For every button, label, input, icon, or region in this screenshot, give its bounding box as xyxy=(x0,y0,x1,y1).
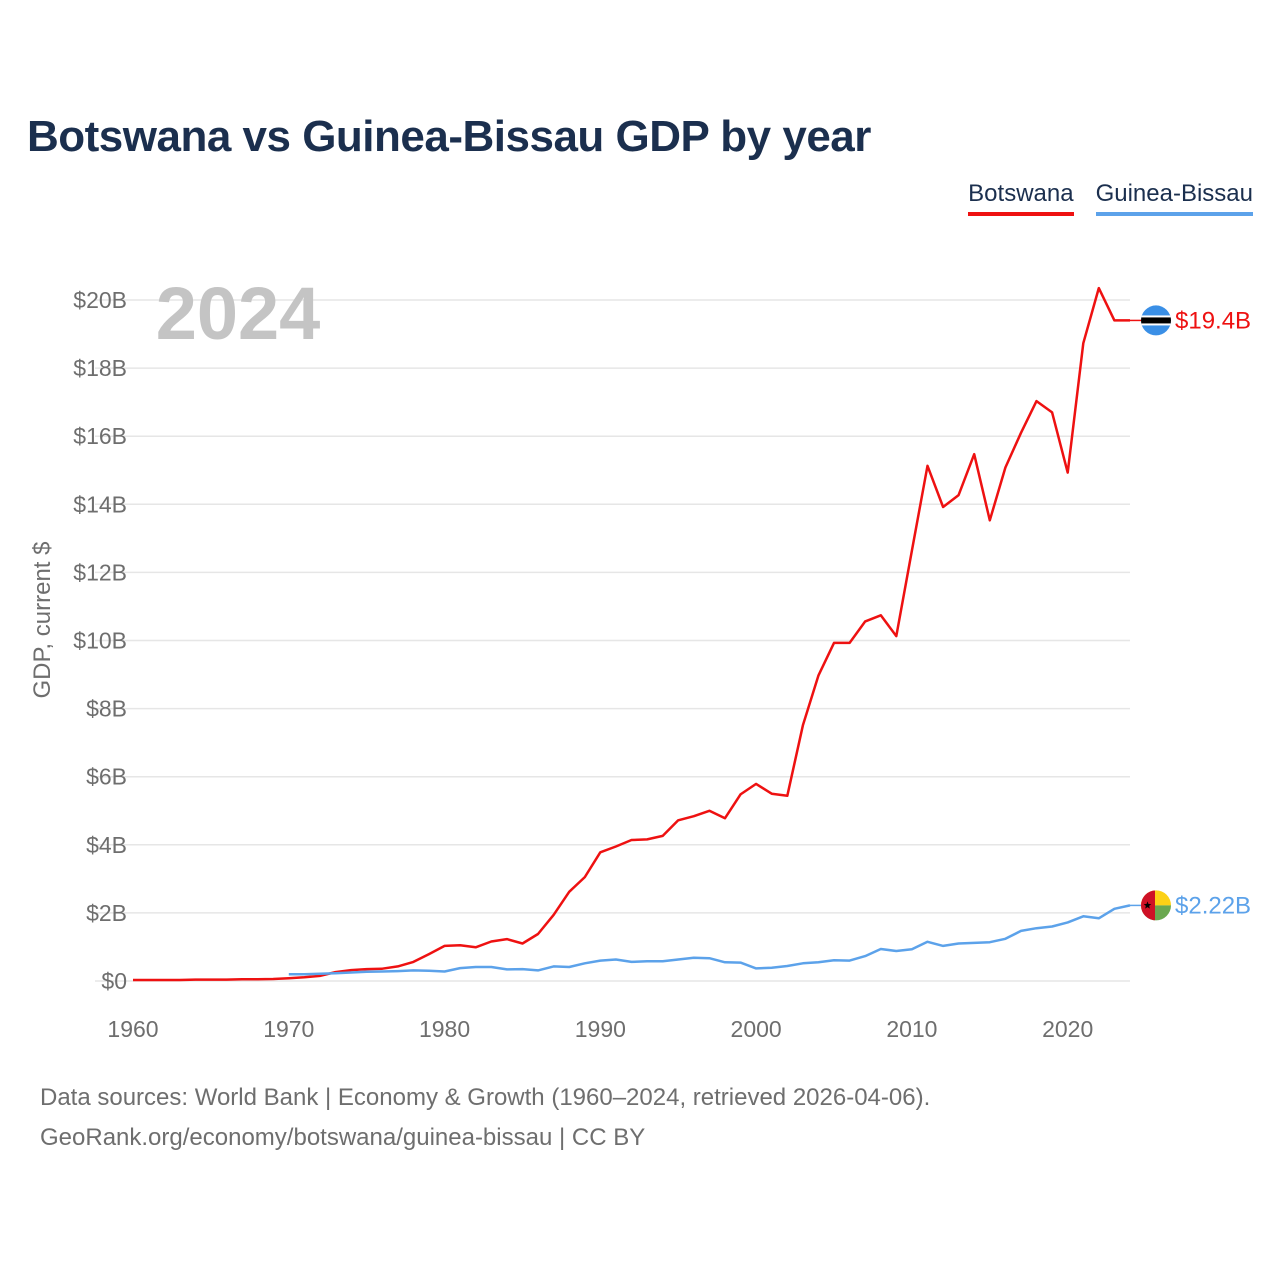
x-tick-label: 2010 xyxy=(886,1016,937,1042)
x-tick-label: 1980 xyxy=(419,1016,470,1042)
x-tick-label: 1960 xyxy=(107,1016,158,1042)
y-tick-label: $2B xyxy=(86,900,127,926)
series-line-botswana[interactable] xyxy=(133,286,1130,982)
year-watermark: 2024 xyxy=(156,272,321,355)
y-tick-label: $8B xyxy=(86,696,127,722)
y-tick-label: $12B xyxy=(73,559,127,585)
guinea-bissau-flag-icon xyxy=(1141,890,1171,921)
end-value-label-botswana: $19.4B xyxy=(1175,307,1251,334)
legend-item-botswana[interactable]: Botswana xyxy=(968,180,1074,216)
botswana-flag-icon xyxy=(1141,305,1171,336)
source-line-1: Data sources: World Bank | Economy & Gro… xyxy=(40,1084,931,1111)
y-tick-label: $10B xyxy=(73,628,127,654)
x-tick-label: 2000 xyxy=(731,1016,782,1042)
end-value-label-guinea-bissau: $2.22B xyxy=(1175,892,1251,919)
y-tick-label: $16B xyxy=(73,423,127,449)
y-tick-label: $14B xyxy=(73,491,127,517)
chart-title: Botswana vs Guinea-Bissau GDP by year xyxy=(27,112,871,161)
legend-item-guinea-bissau[interactable]: Guinea-Bissau xyxy=(1095,180,1253,216)
x-tick-label: 1990 xyxy=(575,1016,626,1042)
y-tick-label: $18B xyxy=(73,355,127,381)
legend: Botswana Guinea-Bissau xyxy=(968,180,1253,216)
x-tick-label: 2020 xyxy=(1042,1016,1093,1042)
y-tick-label: $4B xyxy=(86,832,127,858)
y-tick-label: $6B xyxy=(86,764,127,790)
y-axis-label: GDP, current $ xyxy=(29,542,56,699)
x-tick-label: 1970 xyxy=(263,1016,314,1042)
series-line-guinea-bissau[interactable] xyxy=(288,904,1131,976)
y-tick-label: $0 xyxy=(101,968,127,994)
source-line-2[interactable]: GeoRank.org/economy/botswana/guinea-biss… xyxy=(40,1124,646,1151)
y-tick-label: $20B xyxy=(73,287,127,313)
